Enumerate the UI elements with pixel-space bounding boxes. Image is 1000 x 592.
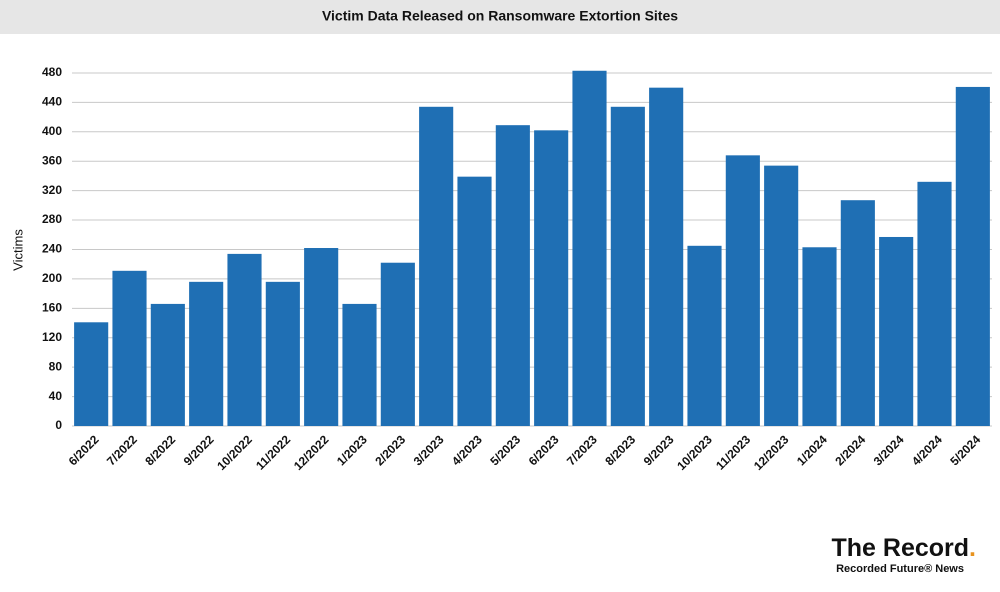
- x-tick-label: 8/2022: [142, 432, 178, 468]
- brand-mark: .: [969, 534, 976, 562]
- x-tick-label: 6/2023: [526, 432, 562, 468]
- brand: The Record.: [832, 534, 976, 562]
- x-tick-label: 9/2022: [181, 432, 217, 468]
- bar: [840, 200, 875, 426]
- x-tick-label: 9/2023: [641, 432, 677, 468]
- bar: [342, 303, 377, 426]
- y-tick-label: 200: [42, 271, 62, 285]
- y-tick-label: 160: [42, 300, 62, 314]
- chart-title: Victim Data Released on Ransomware Extor…: [322, 8, 678, 24]
- y-tick-label: 80: [49, 359, 63, 373]
- x-tick-label: 10/2023: [674, 432, 715, 473]
- x-tick-label: 7/2023: [564, 432, 600, 468]
- x-tick-label: 3/2024: [871, 432, 907, 468]
- bar: [150, 303, 185, 426]
- x-tick-label: 5/2023: [487, 432, 523, 468]
- x-tick-label: 2/2024: [832, 432, 868, 468]
- y-tick-label: 240: [42, 242, 62, 256]
- y-tick-label: 480: [42, 65, 62, 79]
- x-tick-label: 1/2024: [794, 432, 830, 468]
- bar: [572, 70, 607, 426]
- title-bar: [0, 0, 1000, 34]
- x-tick-label: 4/2023: [449, 432, 485, 468]
- y-axis-label: Victims: [10, 229, 25, 271]
- x-tick-label: 6/2022: [66, 432, 102, 468]
- brand-sub: Recorded Future® News: [836, 563, 964, 575]
- x-tick-label: 10/2022: [214, 432, 255, 473]
- y-tick-label: 320: [42, 183, 62, 197]
- x-tick-label: 12/2023: [751, 432, 792, 473]
- x-tick-label: 12/2022: [291, 432, 332, 473]
- x-tick-label: 5/2024: [947, 432, 983, 468]
- bar: [725, 155, 760, 426]
- y-tick-label: 360: [42, 153, 62, 167]
- x-tick-label: 8/2023: [602, 432, 638, 468]
- y-tick-label: 0: [55, 418, 62, 432]
- bar: [112, 270, 147, 426]
- bar: [610, 106, 645, 426]
- bar: [304, 248, 339, 426]
- x-tick-label: 3/2023: [411, 432, 447, 468]
- y-tick-label: 440: [42, 95, 62, 109]
- x-tick-label: 1/2023: [334, 432, 370, 468]
- bar: [380, 262, 415, 426]
- y-tick-label: 120: [42, 330, 62, 344]
- bar: [495, 125, 530, 427]
- y-tick-label: 400: [42, 124, 62, 138]
- bar: [802, 247, 837, 426]
- bar: [419, 106, 454, 426]
- bar: [265, 281, 300, 426]
- bar: [955, 86, 990, 426]
- bar: [534, 130, 569, 427]
- bar: [687, 245, 722, 426]
- bar: [457, 176, 492, 426]
- bar: [879, 236, 914, 426]
- bar: [74, 322, 109, 426]
- brand-name: The Record: [832, 534, 970, 562]
- bar: [189, 281, 224, 426]
- bar: [917, 181, 952, 426]
- y-tick-label: 280: [42, 212, 62, 226]
- x-tick-label: 11/2023: [713, 432, 753, 472]
- x-tick-label: 4/2024: [909, 432, 945, 468]
- bar: [764, 165, 799, 426]
- bar: [227, 253, 262, 426]
- x-tick-label: 2/2023: [372, 432, 408, 468]
- x-tick-label: 11/2022: [253, 432, 293, 472]
- y-tick-label: 40: [49, 389, 63, 403]
- x-tick-label: 7/2022: [104, 432, 140, 468]
- bar: [649, 87, 684, 427]
